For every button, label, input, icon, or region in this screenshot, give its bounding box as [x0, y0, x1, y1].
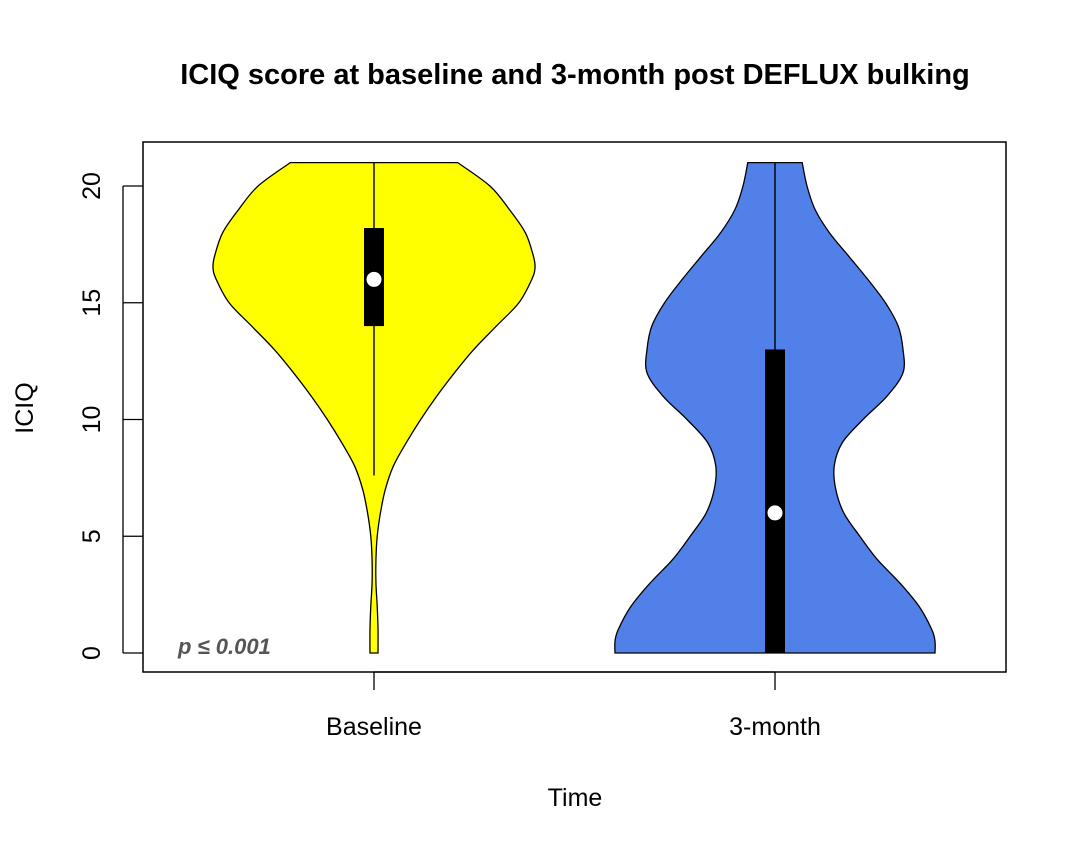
y-axis-label: ICIQ — [11, 382, 39, 433]
x-tick-label: Baseline — [326, 713, 422, 741]
x-axis-label: Time — [548, 784, 603, 812]
y-axis: 0 5 10 15 20 — [78, 172, 143, 660]
y-tick-label: 20 — [78, 172, 106, 200]
violin-baseline — [212, 162, 536, 654]
y-tick-label: 0 — [78, 646, 106, 660]
median-point — [366, 271, 382, 287]
iqr-box — [765, 349, 785, 653]
y-tick-label: 15 — [78, 289, 106, 317]
chart-title: ICIQ score at baseline and 3-month post … — [180, 59, 970, 91]
plot-area — [212, 162, 936, 654]
y-tick-label: 10 — [78, 406, 106, 434]
p-value-annotation: p ≤ 0.001 — [177, 634, 271, 659]
y-tick-label: 5 — [78, 529, 106, 543]
violin-3-month — [614, 162, 936, 654]
x-axis: Baseline 3-month — [326, 671, 821, 741]
x-tick-label: 3-month — [729, 713, 821, 741]
median-point — [767, 505, 783, 521]
